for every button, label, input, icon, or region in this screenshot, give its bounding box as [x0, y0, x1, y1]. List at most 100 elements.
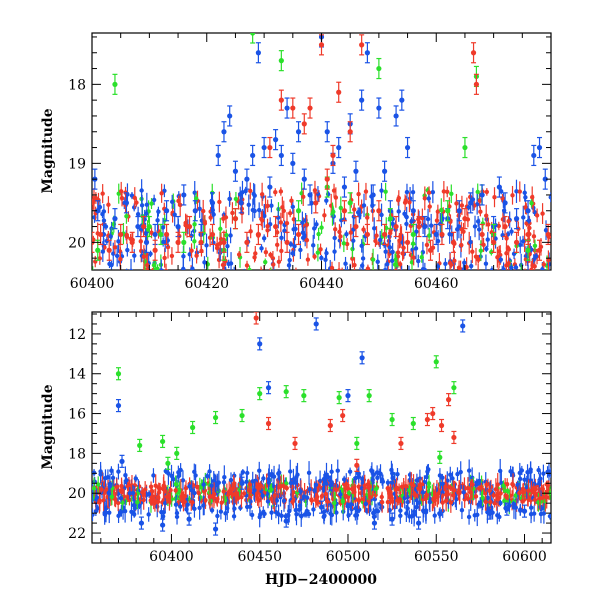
noise-point — [385, 499, 391, 505]
data-point-series-1 — [445, 208, 451, 214]
bottom-x-tick-label: 60450 — [237, 549, 282, 565]
noise-point — [329, 265, 335, 270]
noise-point — [197, 505, 202, 511]
data-point-series-2 — [163, 231, 170, 238]
noise-point — [119, 508, 124, 513]
noise-point — [110, 475, 116, 481]
noise-point — [129, 509, 134, 514]
noise-point — [353, 506, 358, 511]
noise-point — [109, 494, 115, 500]
noise-point — [401, 245, 406, 250]
noise-point — [146, 512, 151, 517]
data-point-series-1 — [158, 231, 164, 238]
noise-point — [491, 493, 496, 498]
noise-point — [471, 486, 476, 491]
noise-point — [192, 506, 197, 511]
top-x-tick-label: 60460 — [414, 276, 459, 292]
noise-point — [230, 210, 235, 216]
data-point-series-2 — [398, 440, 404, 447]
noise-point — [398, 508, 403, 513]
noise-point — [259, 246, 264, 251]
data-point-series-0 — [364, 50, 370, 56]
noise-point — [548, 195, 551, 200]
noise-point — [435, 238, 441, 244]
noise-point — [259, 192, 265, 197]
noise-point — [520, 273, 524, 277]
noise-point — [124, 232, 129, 238]
data-point-series-1 — [257, 391, 263, 397]
noise-point — [495, 482, 500, 487]
bottom-x-tick-label: 60550 — [414, 549, 459, 565]
noise-point — [207, 469, 212, 474]
noise-point — [96, 482, 101, 487]
noise-point — [335, 468, 340, 473]
noise-point — [201, 208, 206, 214]
data-point-series-1 — [174, 450, 180, 456]
noise-point — [544, 482, 549, 487]
noise-point — [331, 497, 336, 502]
noise-point — [173, 502, 179, 507]
noise-point — [517, 490, 522, 496]
data-point-series-2 — [284, 239, 290, 245]
noise-point — [340, 499, 346, 504]
noise-point — [103, 224, 109, 229]
noise-point — [470, 482, 475, 487]
noise-point — [278, 220, 284, 225]
noise-point — [476, 271, 480, 275]
noise-point — [509, 229, 514, 234]
data-point-series-0 — [345, 393, 351, 399]
noise-point — [325, 475, 331, 480]
top-panel-axes: 60400 60420 60440 60460 18 19 20 — [68, 33, 552, 292]
noise-point — [203, 497, 208, 503]
noise-point — [532, 243, 538, 248]
noise-point — [322, 213, 327, 218]
data-point-series-1 — [295, 208, 302, 214]
noise-point — [232, 506, 237, 511]
noise-point — [250, 207, 256, 213]
noise-point — [298, 488, 303, 494]
data-point-series-2 — [430, 410, 436, 417]
data-point-series-1 — [137, 442, 143, 449]
data-point-series-0 — [95, 208, 101, 214]
data-point-series-0 — [160, 522, 166, 528]
data-point-series-1 — [190, 424, 196, 431]
noise-point — [540, 211, 545, 216]
noise-point — [262, 273, 266, 277]
noise-point — [132, 274, 136, 278]
noise-point — [546, 257, 551, 263]
noise-point — [193, 196, 199, 201]
noise-point — [424, 242, 430, 248]
noise-point — [426, 196, 432, 201]
data-point-series-2 — [359, 42, 365, 48]
noise-point — [247, 482, 253, 488]
noise-point — [351, 238, 356, 243]
noise-point — [116, 513, 121, 519]
noise-point — [293, 480, 298, 485]
noise-point — [520, 281, 524, 285]
bottom-y-tick-label: 12 — [68, 327, 86, 343]
data-point-series-0 — [486, 510, 492, 516]
noise-point — [428, 223, 434, 228]
noise-point — [385, 262, 390, 267]
noise-point — [279, 235, 284, 240]
data-point-series-2 — [513, 239, 520, 245]
noise-point — [466, 514, 472, 520]
noise-point — [387, 507, 392, 513]
noise-point — [476, 257, 481, 262]
noise-point — [94, 497, 99, 502]
noise-point — [313, 482, 319, 488]
noise-point — [246, 202, 251, 208]
noise-point — [402, 211, 407, 216]
noise-point — [311, 243, 316, 248]
noise-point — [159, 191, 164, 196]
data-point-series-1 — [146, 223, 152, 230]
noise-point — [289, 484, 294, 489]
noise-point — [263, 259, 268, 265]
noise-point — [410, 189, 416, 195]
data-point-series-0 — [232, 168, 239, 174]
data-point-series-1 — [354, 440, 360, 447]
data-point-series-2 — [451, 434, 457, 441]
top-x-tick-label: 60440 — [299, 276, 344, 292]
noise-point — [413, 246, 419, 251]
noise-point — [287, 211, 293, 216]
